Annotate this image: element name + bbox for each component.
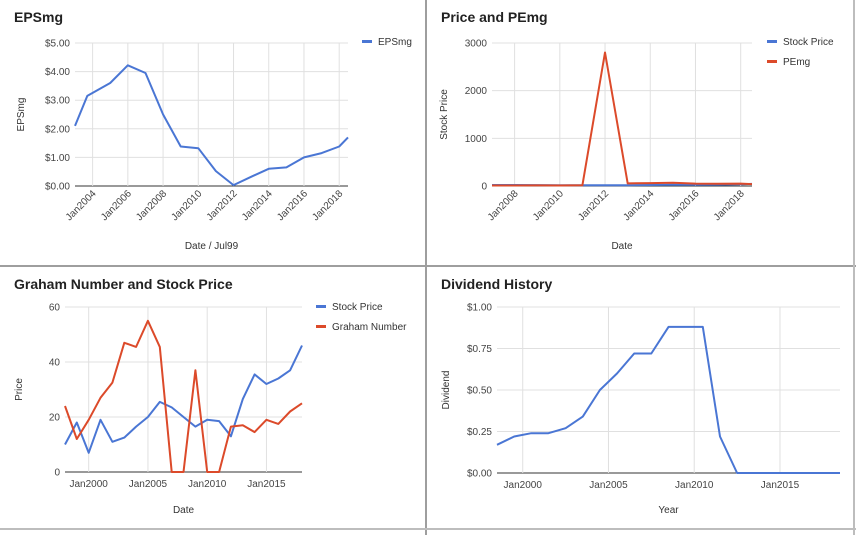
legend-label: Stock Price	[332, 302, 383, 313]
x-axis-label: Date / Jul99	[185, 241, 239, 252]
y-tick-label: $3.00	[45, 96, 70, 107]
x-tick-label: Jan2006	[99, 188, 134, 223]
panel-dividend: Dividend History $1.00 $0.75 $0.50 $0.25 $0.0…	[427, 267, 854, 529]
x-tick-label: Jan2015	[247, 479, 286, 490]
x-axis-label: Date	[611, 241, 633, 252]
y-tick-label: 3000	[465, 39, 488, 50]
vertical-divider	[425, 0, 427, 535]
series-line-epsmg	[74, 64, 349, 187]
series-line-pemg	[492, 51, 753, 187]
panel-price-pemg: Price and PEmg 3000 2000 1000 0 Jan2008 Jan201…	[427, 0, 854, 265]
legend-label: PEmg	[783, 57, 810, 68]
legend-swatch	[316, 325, 326, 328]
x-tick-label: Jan2014	[621, 188, 656, 223]
x-tick-label: Jan2010	[675, 480, 714, 491]
series-line-graham-number	[64, 319, 303, 473]
x-tick-label: Jan2010	[188, 479, 227, 490]
y-tick-label: 20	[49, 413, 61, 424]
x-axis-label: Date	[173, 505, 195, 516]
y-tick-label: $1.00	[467, 303, 492, 314]
x-tick-label: Jan2010	[531, 188, 566, 223]
y-tick-label: $0.25	[467, 427, 492, 438]
x-tick-label: Jan2008	[486, 188, 521, 223]
y-tick-label: $2.00	[45, 124, 70, 135]
chart-epsmg: EPSmg$5.00$4.00$3.00$2.00$1.00$0.00Jan20…	[14, 9, 412, 252]
y-tick-label: 2000	[465, 86, 488, 97]
y-tick-label: $4.00	[45, 67, 70, 78]
y-tick-label: $0.00	[45, 182, 70, 193]
y-axis-label: Price	[14, 378, 25, 401]
x-tick-label: Jan2018	[712, 188, 747, 223]
x-tick-label: Jan2015	[761, 480, 800, 491]
chart-title: Dividend History	[441, 276, 552, 292]
x-tick-label: Jan2004	[64, 188, 99, 223]
legend-label: EPSmg	[378, 37, 412, 48]
x-tick-label: Jan2012	[205, 188, 240, 223]
x-tick-label: Jan2010	[169, 188, 204, 223]
x-tick-label: Jan2005	[589, 480, 628, 491]
x-tick-label: Jan2008	[134, 188, 169, 223]
y-axis-label: Stock Price	[439, 89, 450, 140]
chart-title: Graham Number and Stock Price	[14, 276, 233, 292]
y-tick-label: $0.75	[467, 344, 492, 355]
legend-swatch	[362, 40, 372, 43]
legend-label: Graham Number	[332, 322, 407, 333]
x-tick-label: Jan2014	[240, 188, 275, 223]
series-line-dividend	[496, 325, 840, 474]
y-axis-label: EPSmg	[16, 98, 27, 132]
chart-title: EPSmg	[14, 9, 63, 25]
x-axis-label: Year	[658, 505, 679, 516]
y-tick-label: $0.50	[467, 386, 492, 397]
panel-graham: Graham Number and Stock Price 60 40 20 0 Jan2…	[0, 267, 425, 529]
x-tick-label: Jan2005	[129, 479, 168, 490]
right-border	[853, 0, 855, 535]
panel-epsmg: EPSmg $5.00 $4.00 $3.00 $2.00 $1.00 $0.00 Jan20…	[0, 0, 425, 265]
legend-label: Stock Price	[783, 37, 834, 48]
y-tick-label: $1.00	[45, 153, 70, 164]
y-tick-label: 0	[54, 468, 60, 479]
x-tick-label: Jan2000	[504, 480, 543, 491]
x-tick-label: Jan2016	[667, 188, 702, 223]
y-tick-label: $0.00	[467, 469, 492, 480]
bottom-border	[0, 528, 856, 530]
x-tick-label: Jan2016	[275, 188, 310, 223]
x-tick-label: Jan2012	[576, 188, 611, 223]
series-line-stock-price	[64, 345, 303, 454]
y-tick-label: 40	[49, 358, 61, 369]
horizontal-divider	[0, 265, 856, 267]
x-tick-label: Jan2000	[70, 479, 109, 490]
chart-dividend: Dividend History $1.00 $0.75 $0.50 $0.25 $0.0…	[441, 276, 840, 516]
legend-swatch	[767, 60, 777, 63]
x-tick-label: Jan2018	[310, 188, 345, 223]
chart-graham: Graham Number and Stock Price 60 40 20 0 Jan2…	[14, 276, 407, 516]
chart-title: Price and PEmg	[441, 9, 548, 25]
y-axis-label: Dividend	[441, 371, 452, 410]
y-tick-label: 1000	[465, 134, 488, 145]
y-tick-label: 0	[481, 182, 487, 193]
y-tick-label: 60	[49, 303, 61, 314]
y-tick-label: $5.00	[45, 39, 70, 50]
legend-swatch	[316, 305, 326, 308]
legend-swatch	[767, 40, 777, 43]
